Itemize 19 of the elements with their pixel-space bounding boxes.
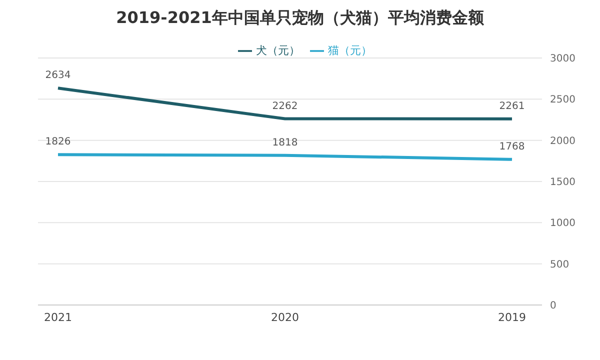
y-tick-label: 0 — [550, 300, 556, 312]
y-tick-label: 500 — [550, 259, 570, 270]
x-tick-label: 2021 — [44, 310, 72, 324]
data-label: 2262 — [272, 100, 298, 112]
data-label: 2634 — [45, 70, 71, 82]
y-tick-label: 2500 — [550, 94, 576, 106]
data-label: 2261 — [499, 100, 525, 112]
y-tick-label: 1500 — [550, 177, 576, 188]
x-tick-label: 2020 — [271, 310, 299, 324]
data-label: 1768 — [499, 141, 525, 152]
x-tick-label: 2019 — [498, 310, 526, 324]
y-tick-label: 3000 — [550, 54, 576, 65]
y-tick-label: 2000 — [550, 136, 576, 147]
legend-label: 犬（元） — [256, 44, 300, 57]
legend-label: 猫（元） — [328, 44, 372, 57]
chart-title: 2019-2021年中国单只宠物（犬猫）平均消费金额 — [115, 8, 485, 29]
y-tick-label: 1000 — [550, 218, 576, 230]
data-label: 1826 — [45, 136, 71, 148]
data-label: 1818 — [272, 137, 298, 148]
